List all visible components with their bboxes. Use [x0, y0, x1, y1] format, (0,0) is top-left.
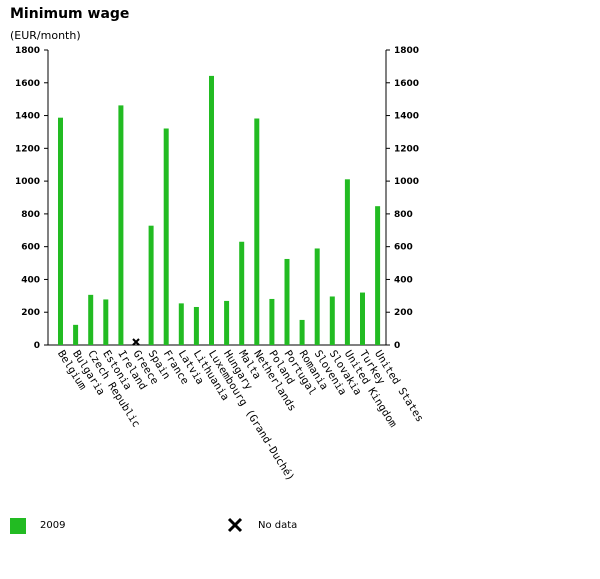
bar	[375, 206, 381, 345]
bar	[73, 324, 79, 345]
bar	[163, 128, 169, 345]
chart-subtitle: (EUR/month)	[10, 29, 81, 42]
y-tick-label-left: 1800	[15, 46, 40, 56]
y-tick-label-right: 200	[394, 308, 413, 318]
bar	[254, 118, 260, 345]
y-tick-label-left: 1600	[15, 79, 40, 89]
bar	[269, 298, 275, 345]
y-tick-label-left: 200	[21, 308, 40, 318]
y-tick-label-left: 800	[21, 210, 40, 220]
no-data-icon	[227, 517, 243, 533]
no-data-marker	[132, 338, 140, 346]
y-tick-label-right: 800	[394, 210, 413, 220]
y-tick-label-right: 1200	[394, 144, 419, 154]
bar	[224, 300, 230, 345]
bar	[148, 225, 154, 345]
bar	[178, 303, 184, 345]
bar	[103, 299, 109, 345]
y-tick-label-right: 1000	[394, 177, 419, 187]
bar	[88, 294, 94, 345]
y-tick-label-left: 1400	[15, 112, 40, 122]
bar	[284, 258, 290, 345]
chart-title: Minimum wage	[10, 6, 130, 22]
bar	[299, 319, 305, 345]
y-tick-label-left: 1200	[15, 144, 40, 154]
legend-swatch-2009	[10, 518, 26, 534]
bar	[209, 75, 214, 346]
y-tick-label-right: 1800	[394, 46, 419, 56]
bar	[329, 296, 335, 345]
bar	[239, 241, 245, 345]
y-tick-label-right: 1600	[394, 79, 419, 89]
bar	[118, 105, 124, 346]
bar	[344, 179, 350, 345]
y-tick-label-left: 1000	[15, 177, 40, 187]
bar	[314, 248, 320, 345]
y-tick-label-right: 600	[394, 243, 413, 253]
bar	[360, 292, 365, 345]
y-tick-label-right: 400	[394, 275, 413, 285]
legend-label-2009: 2009	[40, 520, 66, 531]
y-tick-label-right: 1400	[394, 112, 419, 122]
y-tick-label-left: 400	[21, 275, 40, 285]
y-tick-label-left: 0	[34, 341, 40, 351]
bar	[193, 306, 199, 345]
y-tick-label-right: 0	[394, 341, 400, 351]
bar	[58, 117, 63, 345]
legend-label-no-data: No data	[258, 520, 298, 531]
y-tick-label-left: 600	[21, 243, 40, 253]
